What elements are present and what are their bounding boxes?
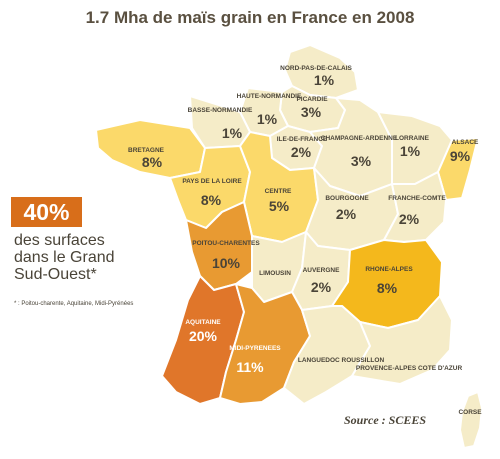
region-value: 1%	[314, 72, 335, 88]
region-value: 1%	[257, 111, 278, 127]
region-value: 9%	[450, 148, 471, 164]
map-title: 1.7 Mha de maïs grain en France en 2008	[85, 8, 415, 27]
region-value: 1%	[400, 143, 421, 159]
region-name: POITOU-CHARENTES	[192, 240, 260, 247]
region-name: AQUITAINE	[185, 319, 221, 326]
region-corse	[459, 391, 483, 449]
region-name: LANGUEDOC ROUSSILLON	[298, 357, 385, 364]
region-value: 8%	[201, 192, 222, 208]
callout-line: des surfaces	[14, 232, 105, 249]
callout-text: des surfaces dans le Grand Sud-Ouest*	[14, 232, 164, 283]
region-name: CORSE	[458, 409, 482, 416]
region-name: PAYS DE LA LOIRE	[182, 178, 242, 185]
region-value: 8%	[142, 154, 163, 170]
region-name: MIDI-PYRENEES	[229, 345, 281, 352]
region-name: RHONE-ALPES	[365, 266, 413, 273]
region-name: BRETAGNE	[128, 147, 165, 154]
region-name: LORRAINE	[395, 135, 430, 142]
region-name: PICARDIE	[296, 96, 328, 103]
region-value: 2%	[336, 206, 357, 222]
region-name: BASSE-NORMANDIE	[188, 107, 253, 114]
region-name: ILE-DE-FRANCE	[277, 136, 328, 143]
region-provence-alpes-cote-d-azur	[351, 295, 453, 385]
region-value: 1%	[222, 125, 243, 141]
region-value: 3%	[351, 153, 372, 169]
region-languedoc-roussillon	[283, 305, 371, 405]
region-name: PROVENCE-ALPES COTE D'AZUR	[356, 365, 463, 372]
region-name: CHAMPAGNE-ARDENNE	[321, 135, 398, 142]
region-value: 10%	[212, 255, 241, 271]
region-value: 20%	[189, 328, 218, 344]
region-value: 8%	[377, 280, 398, 296]
region-name: NORD-PAS-DE-CALAIS	[280, 65, 352, 72]
region-name: FRANCHE-COMTE	[388, 195, 446, 202]
region-name: ALSACE	[452, 139, 479, 146]
region-name: BOURGOGNE	[325, 195, 369, 202]
region-nord-pas-de-calais	[284, 44, 359, 99]
region-name: LIMOUSIN	[259, 270, 291, 277]
callout-line: dans le Grand	[14, 249, 115, 266]
region-value: 2%	[311, 279, 332, 295]
source-label: Source : SCEES	[344, 413, 427, 427]
region-franche-comte	[383, 171, 447, 243]
region-name: CENTRE	[265, 188, 292, 195]
footnote: * : Poitou-charente, Aquitaine, Midi-Pyr…	[14, 301, 134, 307]
region-value: 11%	[236, 359, 264, 375]
region-value: 5%	[269, 198, 290, 214]
region-name: AUVERGNE	[303, 267, 341, 274]
callout-line: Sud-Ouest*	[14, 266, 97, 283]
region-value: 2%	[291, 144, 312, 160]
callout-percent: 40%	[11, 197, 82, 227]
region-name: HAUTE-NORMANDIE	[237, 93, 302, 100]
region-value: 3%	[301, 104, 322, 120]
region-value: 2%	[399, 211, 420, 227]
